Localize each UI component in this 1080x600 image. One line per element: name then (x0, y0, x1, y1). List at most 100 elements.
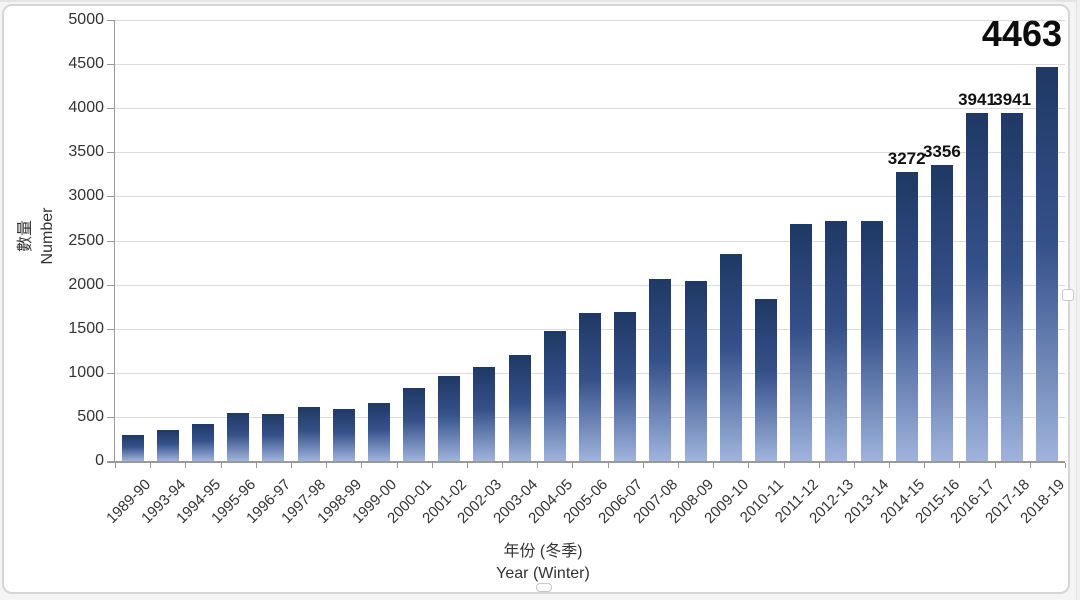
y-axis-tick (107, 152, 114, 154)
gridline (115, 64, 1065, 66)
y-axis-tick (107, 108, 114, 110)
y-axis-tick (107, 416, 114, 418)
gridline (115, 196, 1065, 198)
x-axis-tick (255, 463, 257, 468)
bar (966, 113, 988, 461)
y-axis-tick (107, 328, 114, 330)
bar (473, 366, 496, 461)
bar (790, 223, 813, 461)
bar (367, 402, 390, 461)
bar (930, 165, 953, 461)
y-axis-tick (107, 20, 114, 21)
x-axis-tick (642, 463, 644, 468)
gridline (115, 240, 1065, 242)
y-axis-tick (107, 240, 114, 242)
x-axis-tick (994, 463, 996, 468)
bar (754, 298, 777, 461)
bar (1036, 67, 1059, 461)
bar (192, 423, 214, 461)
x-axis-tick (466, 463, 468, 468)
x-axis-tick (748, 463, 750, 468)
bar (649, 278, 672, 461)
x-axis-tick (924, 463, 926, 468)
x-axis-tick (959, 463, 961, 468)
x-axis-tick (185, 463, 187, 468)
y-tick-label: 500 (77, 407, 104, 425)
bar (403, 388, 426, 461)
y-tick-label: 1000 (68, 363, 104, 381)
bar (825, 220, 848, 461)
right-edge-strip (1076, 0, 1080, 600)
bar-value-label: 3941 (993, 90, 1032, 110)
bar (438, 375, 461, 461)
x-axis-tick (853, 463, 855, 468)
y-axis-tick (107, 284, 114, 286)
bar (614, 311, 637, 461)
x-axis-tick (783, 463, 785, 468)
y-tick-label: 3000 (68, 187, 104, 205)
x-axis-tick (431, 463, 433, 468)
bar (121, 435, 144, 461)
y-axis-tick (107, 64, 114, 66)
bar (1001, 113, 1024, 461)
y-axis-title-en: Number (39, 207, 56, 265)
bar (895, 172, 918, 461)
y-tick-label: 0 (95, 452, 104, 469)
chart-card: 0 500 1000 1500 2000 2500 3000 3500 4000 4500 5000… (2, 4, 1074, 594)
x-axis-title-zh: 年份 (冬季) (503, 543, 583, 560)
x-axis-tick (220, 463, 222, 468)
x-axis-title: 年份 (冬季) Year (Winter) (413, 541, 673, 585)
y-tick-label: 1500 (68, 319, 104, 337)
gridline (115, 108, 1065, 110)
y-axis-title-zh: 數量 (17, 220, 34, 253)
x-axis-tick (502, 463, 503, 468)
bar (332, 409, 355, 461)
bar-value-label: 3272 (887, 149, 926, 169)
x-axis-tick (1029, 463, 1031, 468)
bar (262, 413, 285, 461)
gridline (115, 284, 1065, 286)
x-axis-tick (1065, 463, 1066, 468)
x-axis-tick (326, 463, 328, 468)
resize-handle-right[interactable] (1062, 289, 1074, 301)
bar (579, 312, 601, 461)
y-axis-tick (107, 196, 114, 198)
x-axis-tick (818, 463, 820, 468)
max-value-label: 4463 (981, 13, 1062, 54)
bar (156, 430, 179, 461)
y-tick-label: 2500 (68, 231, 104, 249)
x-axis-tick (713, 463, 715, 468)
x-axis-tick (396, 463, 398, 468)
y-axis-title: 數量 Number (15, 176, 59, 296)
bar (297, 406, 320, 461)
x-axis-tick (607, 463, 609, 468)
x-axis (107, 461, 1065, 463)
bar-value-label: 3941 (958, 90, 996, 110)
gridline (115, 152, 1065, 154)
y-tick-label: 4500 (68, 55, 104, 73)
y-tick-label: 3500 (68, 143, 104, 161)
resize-handle-bottom[interactable] (536, 583, 552, 592)
bar (508, 354, 531, 461)
y-axis-tick (107, 372, 114, 374)
x-axis-title-en: Year (Winter) (496, 565, 590, 582)
x-axis-tick (115, 463, 116, 468)
bar (719, 254, 742, 461)
gridline (115, 20, 1065, 21)
bar (543, 330, 566, 461)
x-axis-tick (572, 463, 574, 468)
y-tick-label: 2000 (68, 275, 104, 293)
bar-value-label: 3356 (922, 142, 961, 161)
plot-area: 0 500 1000 1500 2000 2500 3000 3500 4000 4500 5000… (4, 6, 1068, 592)
bar (684, 281, 707, 461)
x-axis-tick (889, 463, 891, 468)
x-axis-tick (290, 463, 292, 468)
x-axis-tick (361, 463, 363, 468)
bar (860, 220, 883, 461)
x-axis-tick (537, 463, 539, 468)
x-axis-tick (150, 463, 152, 468)
y-tick-label: 5000 (68, 11, 104, 28)
y-axis (114, 20, 115, 463)
bar (227, 413, 250, 461)
x-axis-tick (678, 463, 679, 468)
